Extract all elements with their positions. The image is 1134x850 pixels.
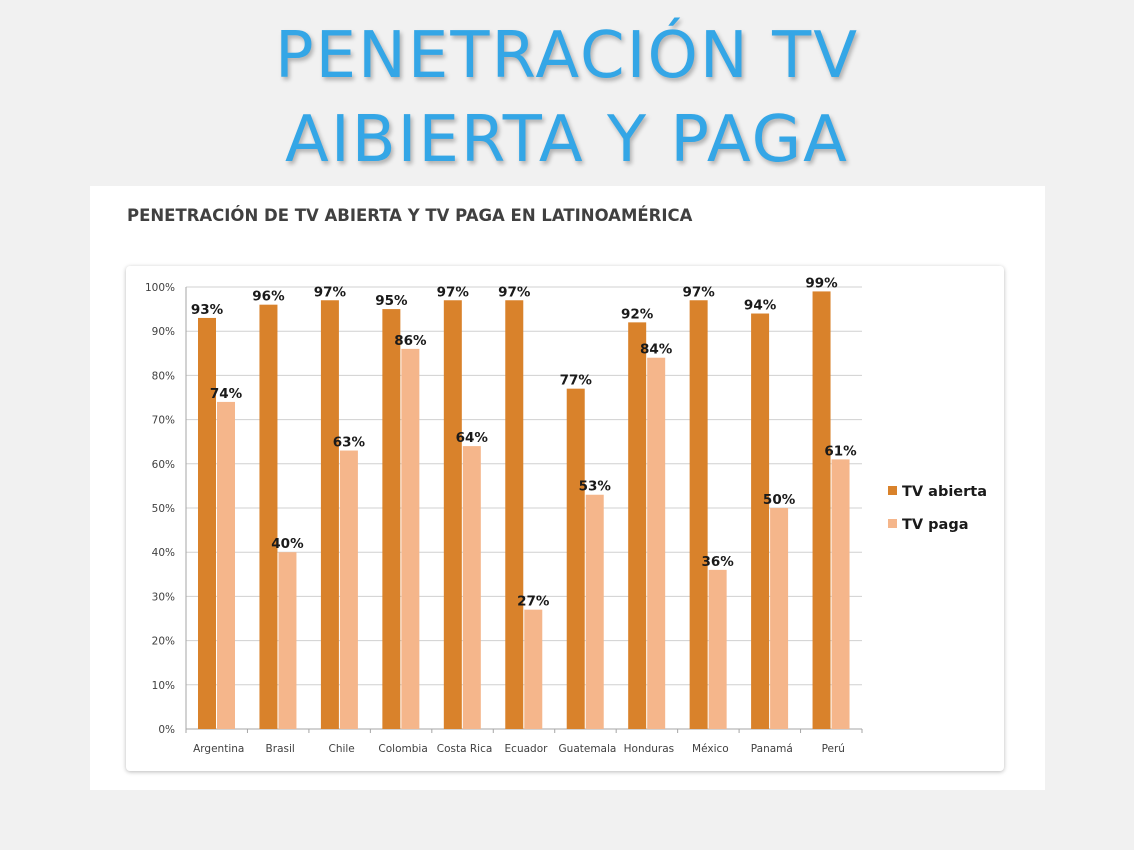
bar (812, 291, 831, 729)
data-label: 77% (560, 373, 593, 389)
bar (647, 357, 666, 729)
x-tick-label: Costa Rica (437, 743, 493, 755)
data-label: 95% (375, 293, 408, 309)
bar (217, 401, 235, 729)
y-tick-label: 60% (152, 459, 175, 471)
data-label: 64% (456, 430, 489, 446)
bar (505, 300, 524, 729)
y-tick-label: 30% (152, 591, 175, 603)
bar (401, 348, 420, 729)
data-label: 97% (682, 284, 715, 300)
legend-swatch (888, 486, 897, 495)
data-label: 74% (210, 386, 243, 402)
data-label: 97% (498, 284, 531, 300)
x-tick-label: Panamá (751, 743, 793, 755)
data-label: 96% (252, 289, 285, 305)
bar (382, 309, 401, 729)
x-tick-label: México (692, 743, 729, 755)
data-label: 61% (824, 443, 857, 459)
y-tick-label: 20% (152, 636, 175, 648)
data-label: 94% (744, 298, 777, 314)
data-label: 84% (640, 342, 673, 358)
y-tick-label: 40% (152, 547, 175, 559)
legend-label: TV paga (902, 517, 969, 533)
legend-swatch (888, 519, 897, 528)
x-tick-label: Guatemala (559, 743, 617, 755)
x-tick-label: Ecuador (505, 743, 549, 755)
y-tick-label: 70% (152, 415, 175, 427)
data-label: 63% (333, 435, 366, 451)
chart-title: PENETRACIÓN DE TV ABIERTA Y TV PAGA EN L… (127, 206, 693, 225)
slide-title-line-1: PENETRACIÓN TV (275, 19, 859, 93)
bar (628, 322, 647, 729)
data-label: 92% (621, 306, 654, 322)
bar (770, 508, 789, 729)
y-tick-label: 100% (145, 282, 175, 294)
data-label: 99% (805, 275, 838, 291)
bar (585, 494, 604, 729)
bar (524, 609, 543, 729)
y-tick-label: 80% (152, 370, 175, 382)
bar (831, 459, 850, 729)
bar (198, 317, 216, 729)
data-label: 53% (579, 479, 612, 495)
y-tick-label: 90% (152, 326, 175, 338)
y-tick-label: 50% (152, 503, 175, 515)
data-label: 93% (191, 302, 224, 318)
x-tick-label: Chile (328, 743, 354, 755)
data-label: 86% (394, 333, 427, 349)
x-tick-label: Argentina (193, 743, 244, 755)
chart-card: 0% 10% 20% 30% 40% 50% 60% 70% 80% 90% 100% Argenti… (126, 266, 1004, 771)
x-tick-label: Perú (822, 743, 845, 755)
x-tick-label: Honduras (624, 743, 675, 755)
bar (566, 388, 585, 729)
bar (443, 300, 462, 729)
data-label: 36% (701, 554, 734, 570)
y-tick-label: 10% (152, 680, 175, 692)
data-label: 97% (437, 284, 470, 300)
bar (339, 450, 358, 729)
bar-chart: 0% 10% 20% 30% 40% 50% 60% 70% 80% 90% 100% Argenti… (145, 275, 987, 755)
y-tick-label: 0% (158, 724, 175, 736)
bar (689, 300, 708, 729)
bar (320, 300, 339, 729)
bar (751, 313, 770, 729)
bar (259, 304, 278, 729)
slide-title: PENETRACIÓN TV AIBIERTA Y PAGA (0, 14, 1134, 182)
bar (462, 446, 481, 729)
x-tick-label: Colombia (378, 743, 427, 755)
chart-panel: PENETRACIÓN DE TV ABIERTA Y TV PAGA EN L… (90, 186, 1045, 790)
x-tick-label: Brasil (266, 743, 295, 755)
bar (278, 552, 297, 729)
data-label: 97% (314, 284, 347, 300)
data-label: 27% (517, 594, 550, 610)
slide-title-line-2: AIBIERTA Y PAGA (285, 103, 849, 177)
data-label: 50% (763, 492, 796, 508)
data-label: 40% (271, 536, 304, 552)
bar (708, 569, 727, 729)
legend-label: TV abierta (902, 484, 987, 500)
